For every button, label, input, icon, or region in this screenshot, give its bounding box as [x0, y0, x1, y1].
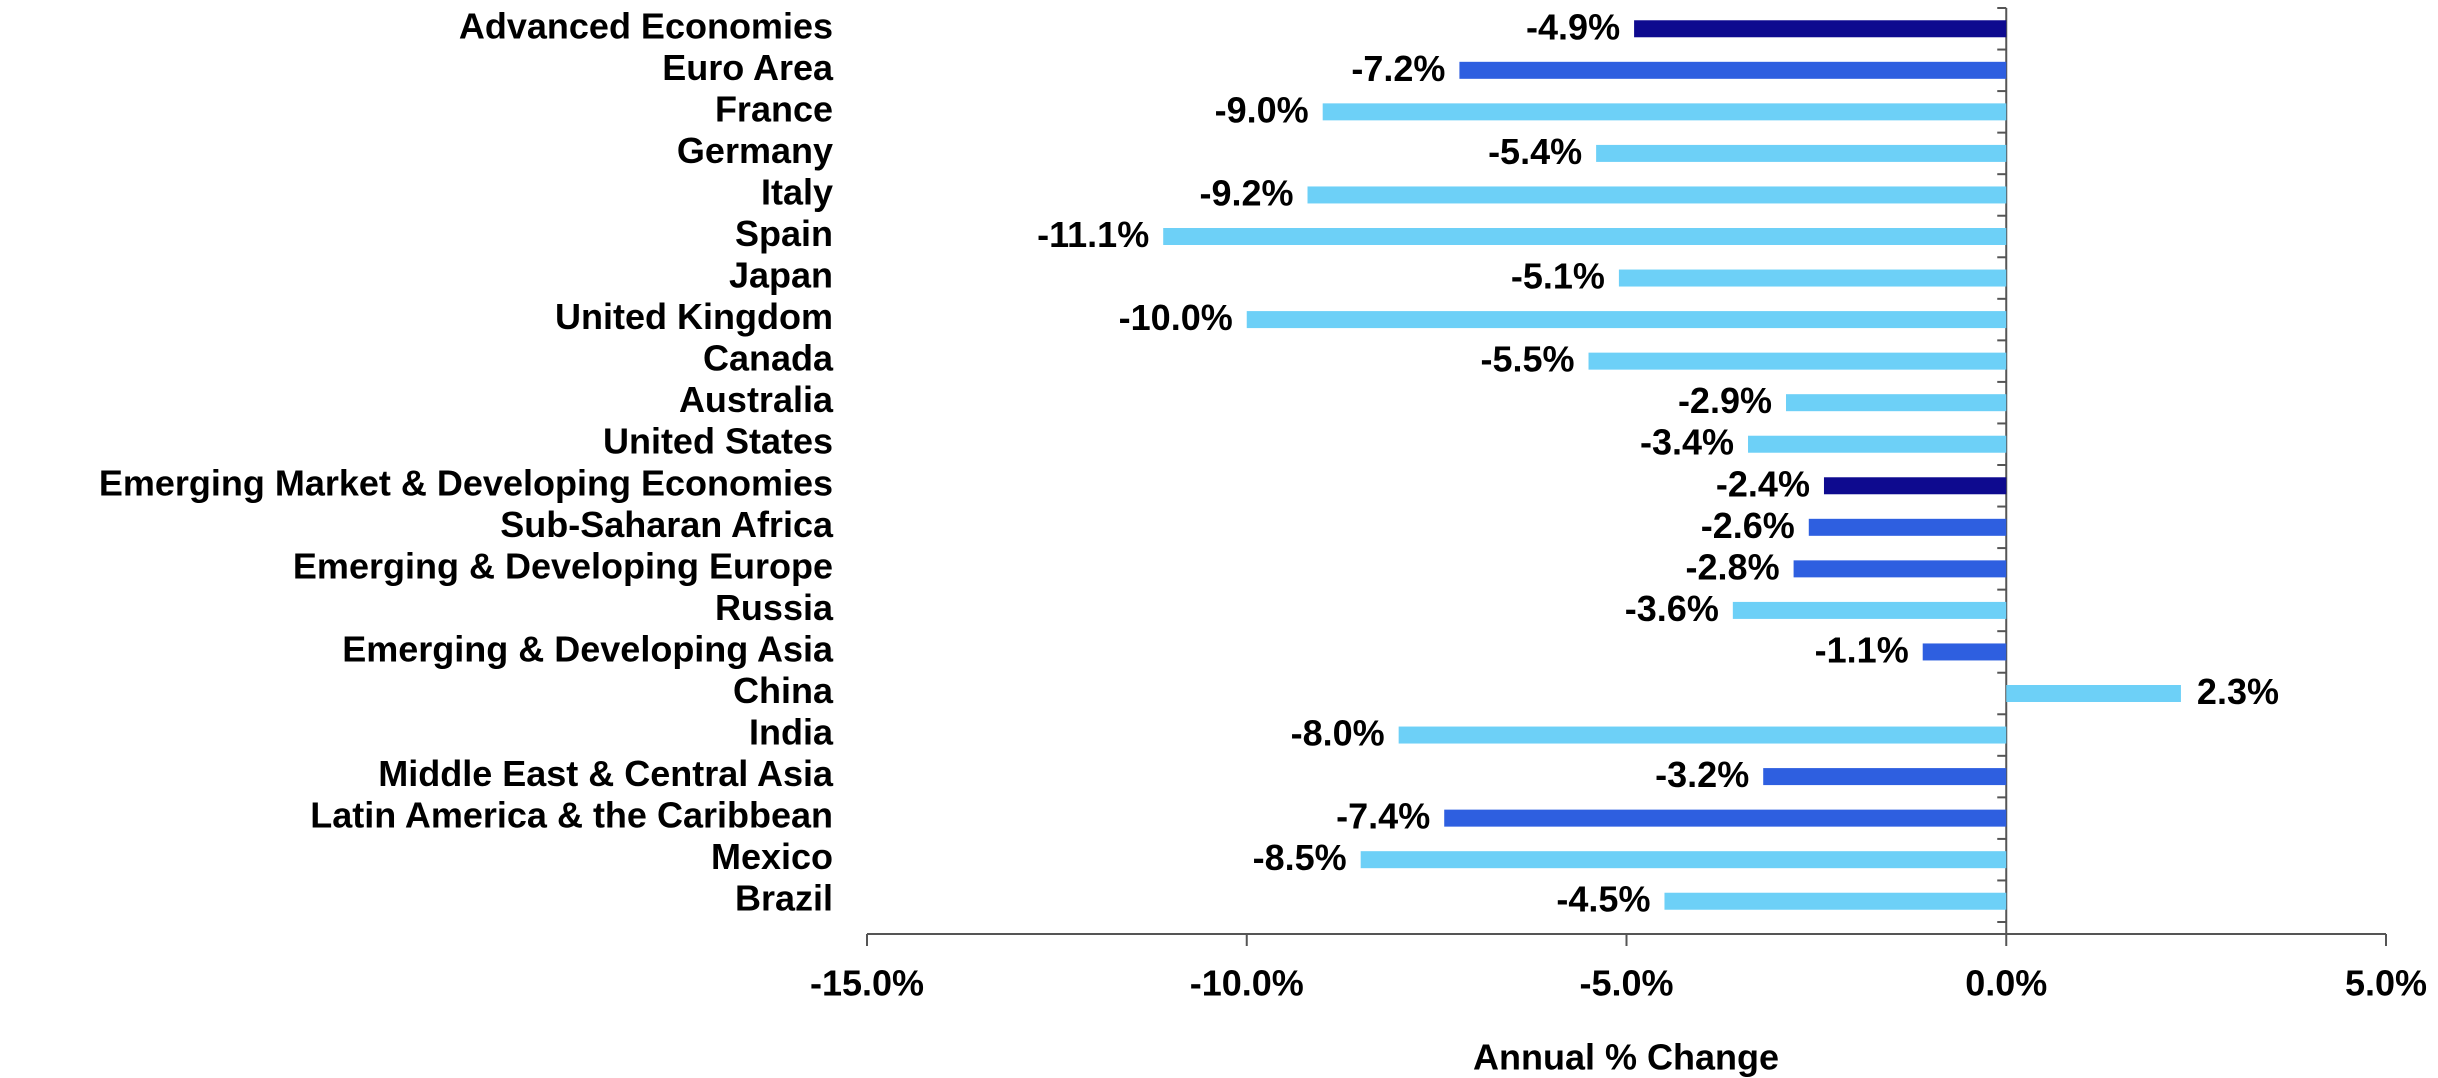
value-label: -1.1%	[1815, 629, 1909, 670]
y-tick-label: Spain	[735, 213, 833, 254]
value-label: 2.3%	[2197, 671, 2279, 712]
y-tick-label: Sub-Saharan Africa	[500, 504, 834, 545]
x-tick-label: -5.0%	[1579, 963, 1673, 1004]
bar	[1785, 394, 2007, 412]
bar	[1444, 809, 2007, 827]
value-label: -5.1%	[1511, 256, 1605, 297]
y-tick-label: Canada	[703, 338, 834, 379]
bar	[1634, 20, 2007, 38]
value-label: -2.9%	[1678, 380, 1772, 421]
y-tick-label: India	[749, 712, 834, 753]
y-tick-label: Japan	[729, 255, 833, 296]
value-label: -4.5%	[1556, 879, 1650, 920]
y-tick-label: Emerging & Developing Asia	[342, 628, 834, 669]
y-tick-label: Advanced Economies	[459, 5, 833, 46]
bar	[1922, 643, 2007, 661]
bar	[1793, 560, 2007, 578]
bar	[1808, 518, 2007, 536]
y-tick-label: Italy	[761, 171, 833, 212]
value-label: -10.0%	[1119, 297, 1233, 338]
x-tick-label: -10.0%	[1190, 963, 1304, 1004]
value-label: -3.4%	[1640, 422, 1734, 463]
bar	[2006, 685, 2181, 702]
x-axis-title: Annual % Change	[1473, 1037, 1779, 1078]
value-label: -2.6%	[1701, 505, 1795, 546]
y-tick-label: United States	[603, 421, 833, 462]
bar	[1360, 851, 2007, 869]
value-label: -9.2%	[1199, 172, 1293, 213]
bar	[1588, 352, 2007, 370]
y-tick-label: Middle East & Central Asia	[378, 753, 834, 794]
bar	[1246, 311, 2007, 329]
x-tick-label: 5.0%	[2345, 963, 2427, 1004]
value-label: -5.5%	[1480, 339, 1574, 380]
value-label: -7.2%	[1351, 48, 1445, 89]
value-label: -4.9%	[1526, 6, 1620, 47]
value-label: -8.0%	[1291, 713, 1385, 754]
y-tick-label: Germany	[677, 130, 833, 171]
bar	[1459, 61, 2007, 79]
bar	[1618, 269, 2007, 287]
bar	[1748, 435, 2007, 453]
value-label: -5.4%	[1488, 131, 1582, 172]
y-tick-label: Emerging Market & Developing Economies	[99, 462, 833, 503]
x-tick-label: -15.0%	[810, 963, 924, 1004]
value-label: -8.5%	[1253, 837, 1347, 878]
y-tick-label: Australia	[679, 379, 834, 420]
y-tick-label: China	[733, 670, 834, 711]
x-tick-label: 0.0%	[1965, 963, 2047, 1004]
bar	[1596, 144, 2007, 162]
y-tick-label: France	[715, 88, 833, 129]
y-tick-label: Emerging & Developing Europe	[293, 545, 833, 586]
y-tick-label: United Kingdom	[555, 296, 833, 337]
bar	[1163, 228, 2007, 245]
bar	[1322, 103, 2007, 121]
value-label: -11.1%	[1037, 214, 1149, 255]
value-label: -2.4%	[1716, 463, 1810, 504]
bar	[1763, 768, 2007, 786]
y-tick-label: Mexico	[711, 836, 833, 877]
value-label: -7.4%	[1336, 796, 1430, 837]
value-label: -3.2%	[1655, 754, 1749, 795]
bar	[1732, 601, 2007, 619]
value-label: -3.6%	[1625, 588, 1719, 629]
value-label: -9.0%	[1215, 89, 1309, 130]
y-tick-label: Russia	[715, 587, 834, 628]
bar	[1823, 477, 2007, 495]
value-label: -2.8%	[1686, 546, 1780, 587]
bar	[1398, 726, 2007, 744]
y-tick-label: Latin America & the Caribbean	[310, 795, 833, 836]
y-tick-label: Euro Area	[662, 47, 834, 88]
bar	[1664, 892, 2007, 910]
bar	[1307, 186, 2007, 204]
y-tick-label: Brazil	[735, 878, 833, 919]
